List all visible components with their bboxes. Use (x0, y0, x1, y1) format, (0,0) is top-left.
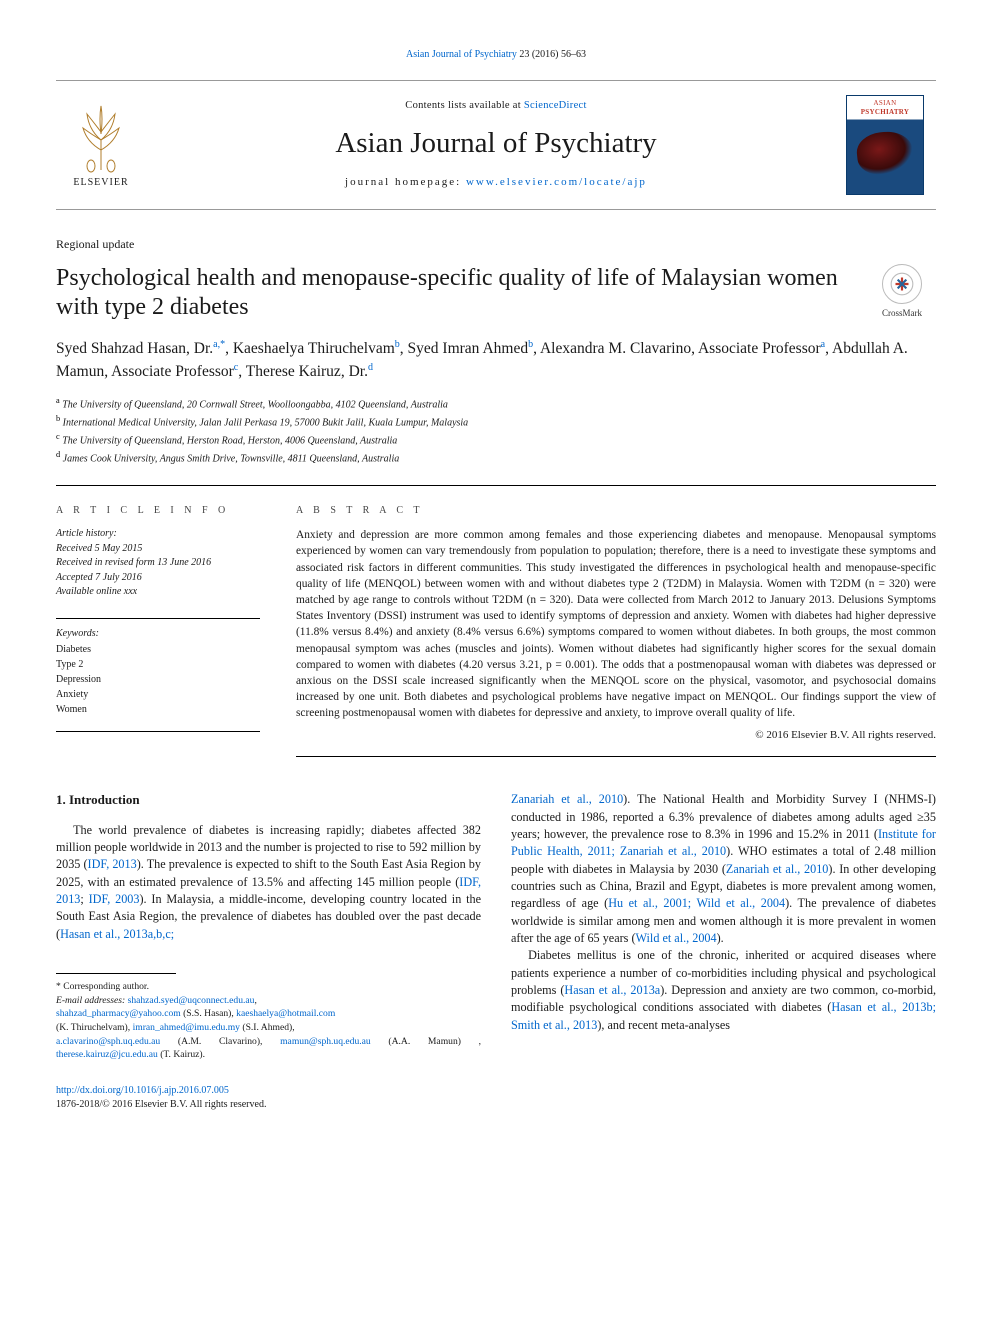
ref-link[interactable]: Hu et al., 2001; Wild et al., 2004 (608, 896, 785, 910)
issn-line: 1876-2018/© 2016 Elsevier B.V. All right… (56, 1099, 266, 1110)
doi-link[interactable]: http://dx.doi.org/10.1016/j.ajp.2016.07.… (56, 1085, 229, 1096)
email-link[interactable]: shahzad_pharmacy@yahoo.com (56, 1008, 181, 1019)
ref-link[interactable]: IDF, 2003 (89, 892, 140, 906)
intro-para-3: Diabetes mellitus is one of the chronic,… (511, 947, 936, 1034)
publisher-logo: ELSEVIER (56, 100, 146, 190)
crossmark-icon (882, 264, 922, 304)
running-header: Asian Journal of Psychiatry 23 (2016) 56… (56, 48, 936, 62)
intro-para-2: Zanariah et al., 2010). The National Hea… (511, 791, 936, 947)
ref-link[interactable]: IDF, 2013 (88, 857, 137, 871)
keywords-list: DiabetesType 2DepressionAnxietyWomen (56, 642, 260, 717)
footnote-separator (56, 973, 176, 974)
authors-line: Syed Shahzad Hasan, Dr.a,*, Kaeshaelya T… (56, 338, 936, 383)
homepage-link[interactable]: www.elsevier.com/locate/ajp (466, 176, 647, 188)
article-type-label: Regional update (56, 236, 936, 252)
article-history: Article history: Received 5 May 2015Rece… (56, 527, 260, 600)
ref-link[interactable]: Zanariah et al., 2010 (511, 792, 623, 806)
homepage-line: journal homepage: www.elsevier.com/locat… (146, 175, 846, 190)
email-link[interactable]: imran_ahmed@imu.edu.my (133, 1022, 240, 1033)
journal-name: Asian Journal of Psychiatry (146, 124, 846, 163)
intro-para-1: The world prevalence of diabetes is incr… (56, 822, 481, 943)
abstract-copyright: © 2016 Elsevier B.V. All rights reserved… (296, 728, 936, 743)
page-footer: http://dx.doi.org/10.1016/j.ajp.2016.07.… (56, 1084, 481, 1113)
ref-link[interactable]: Hasan et al., 2013a,b,c; (60, 927, 174, 941)
email-link[interactable]: mamun@sph.uq.edu.au (280, 1036, 371, 1047)
footnotes: * Corresponding author. E-mail addresses… (56, 980, 481, 1062)
ref-link[interactable]: Hasan et al., 2013a (564, 983, 660, 997)
affiliations: a The University of Queensland, 20 Cornw… (56, 395, 936, 466)
abstract-text: Anxiety and depression are more common a… (296, 527, 936, 721)
article-title: Psychological health and menopause-speci… (56, 264, 848, 323)
elsevier-tree-icon (69, 100, 133, 174)
corresponding-author: * Corresponding author. (56, 980, 481, 994)
abstract-head: A B S T R A C T (296, 504, 936, 518)
ref-link[interactable]: Wild et al., 2004 (636, 931, 717, 945)
article-info-head: A R T I C L E I N F O (56, 504, 260, 518)
email-link[interactable]: kaeshaelya@hotmail.com (236, 1008, 335, 1019)
crossmark-label: CrossMark (882, 307, 922, 319)
masthead: ELSEVIER Contents lists available at Sci… (56, 80, 936, 210)
crossmark-badge[interactable]: CrossMark (868, 264, 936, 319)
journal-cover-thumb: ASIANPSYCHIATRY (846, 95, 924, 195)
sciencedirect-link[interactable]: ScienceDirect (524, 100, 587, 111)
ref-link[interactable]: Zanariah et al., 2010 (726, 862, 829, 876)
contents-line: Contents lists available at ScienceDirec… (146, 99, 846, 113)
email-link[interactable]: shahzad.syed@uqconnect.edu.au (128, 995, 255, 1006)
intro-heading: 1. Introduction (56, 791, 481, 809)
keywords-head: Keywords: (56, 618, 260, 641)
running-header-link[interactable]: Asian Journal of Psychiatry (406, 49, 517, 60)
elsevier-label: ELSEVIER (73, 176, 128, 190)
email-link[interactable]: a.clavarino@sph.uq.edu.au (56, 1036, 160, 1047)
email-link[interactable]: therese.kairuz@jcu.edu.au (56, 1049, 158, 1060)
